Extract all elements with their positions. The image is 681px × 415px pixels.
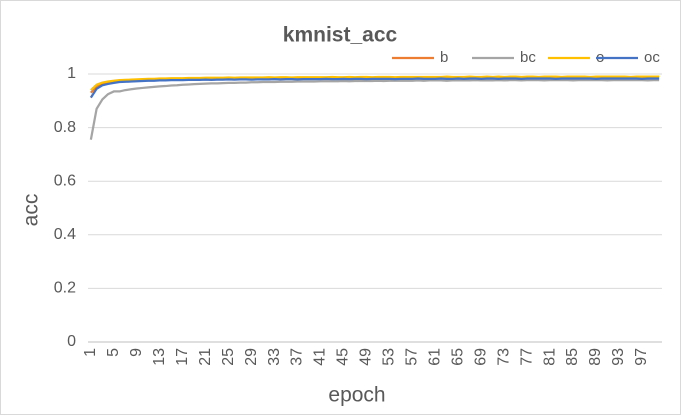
x-tick-label: 69 — [472, 348, 489, 366]
y-tick-label: 0.8 — [54, 119, 76, 136]
x-tick-label: 41 — [312, 348, 329, 366]
legend-label: b — [440, 49, 448, 66]
y-tick-label: 0.2 — [54, 280, 76, 297]
x-tick-label: 57 — [404, 348, 421, 366]
x-tick-label: 73 — [495, 348, 512, 366]
x-tick-label: 65 — [449, 348, 466, 366]
x-tick-label: 13 — [151, 348, 168, 366]
y-tick-label: 0 — [67, 333, 76, 350]
x-tick-label: 17 — [174, 348, 191, 366]
x-tick-label: 45 — [335, 348, 352, 366]
x-tick-label: 81 — [541, 348, 558, 366]
x-tick-label: 77 — [518, 348, 535, 366]
series-line — [89, 77, 660, 99]
x-tick-label: 85 — [564, 348, 581, 366]
x-tick-label: 97 — [633, 348, 650, 366]
legend-label: oc — [644, 49, 660, 66]
x-tick-label: 33 — [266, 348, 283, 366]
x-tick-label: 1 — [82, 348, 99, 357]
y-tick-label: 1 — [67, 65, 76, 82]
x-tick-label: 49 — [358, 348, 375, 366]
legend-label: bc — [520, 49, 536, 66]
x-axis-title: epoch — [328, 384, 385, 407]
x-tick-label: 9 — [128, 348, 145, 357]
x-tick-label: 37 — [289, 348, 306, 366]
x-tick-label: 61 — [426, 348, 443, 366]
x-tick-label: 5 — [105, 348, 122, 357]
series-line — [89, 79, 660, 140]
y-tick-label: 0.6 — [54, 172, 76, 189]
x-tick-label: 93 — [610, 348, 627, 366]
x-tick-label: 53 — [381, 348, 398, 366]
y-axis-title: acc — [20, 194, 43, 227]
chart-title: kmnist_acc — [283, 24, 398, 47]
x-tick-label: 89 — [587, 348, 604, 366]
x-tick-label: 25 — [220, 348, 237, 366]
y-tick-label: 0.4 — [54, 226, 76, 243]
x-tick-label: 29 — [243, 348, 260, 366]
series-line — [90, 75, 660, 91]
x-tick-label: 21 — [197, 348, 214, 366]
